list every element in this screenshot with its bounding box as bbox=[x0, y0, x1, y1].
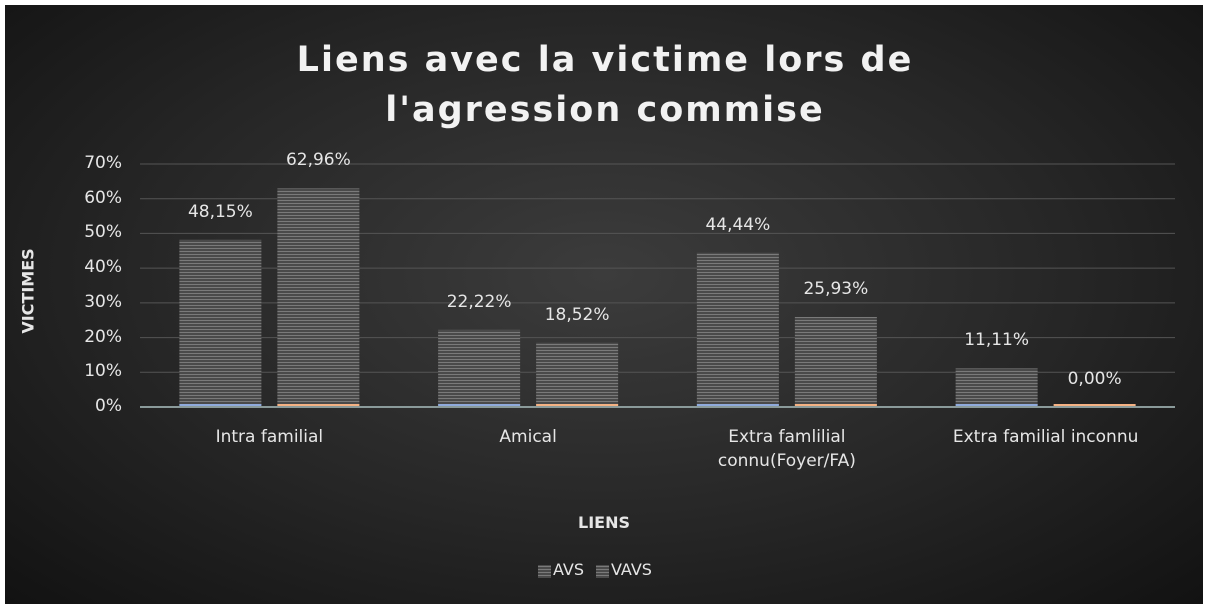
x-tick-label: Extra familial inconnu bbox=[952, 427, 1139, 447]
data-label: 25,93% bbox=[803, 278, 869, 299]
bar-base bbox=[438, 404, 521, 407]
bar-base bbox=[794, 404, 877, 407]
bar-base bbox=[696, 404, 779, 407]
bar-base bbox=[179, 404, 262, 407]
legend-swatch bbox=[596, 565, 609, 578]
y-tick-label: 40% bbox=[84, 257, 122, 278]
bar bbox=[696, 252, 779, 407]
y-tick-label: 0% bbox=[95, 396, 122, 416]
bar-base bbox=[536, 404, 619, 407]
data-label: 48,15% bbox=[187, 201, 253, 222]
legend-label: VAVS bbox=[611, 560, 652, 579]
x-tick-label: Intra familial bbox=[215, 427, 324, 447]
bar bbox=[536, 342, 619, 407]
y-tick-label: 70% bbox=[84, 153, 122, 173]
x-tick-label: Extra famlilial connu(Foyer/FA) bbox=[717, 427, 856, 471]
data-label: 62,96% bbox=[285, 150, 351, 171]
chart: Liens avec la victime lors de l'agressio… bbox=[5, 5, 1203, 604]
y-tick-label: 20% bbox=[84, 326, 122, 347]
bar bbox=[794, 316, 877, 407]
plot bbox=[140, 163, 1175, 578]
bar bbox=[955, 368, 1038, 407]
chart-title: Liens avec la victime lors de l'agressio… bbox=[296, 40, 914, 130]
bar bbox=[179, 239, 262, 407]
x-axis-label: LIENS bbox=[578, 513, 630, 532]
y-tick-label: 30% bbox=[84, 291, 122, 312]
bar-base bbox=[1053, 404, 1136, 407]
bar-base bbox=[277, 404, 360, 407]
data-label: 18,52% bbox=[544, 304, 610, 325]
y-tick-label: 50% bbox=[84, 222, 122, 243]
bar bbox=[438, 329, 521, 407]
bar bbox=[277, 188, 360, 407]
y-axis-label: VICTIMES bbox=[18, 248, 38, 334]
legend-swatch bbox=[538, 565, 551, 578]
legend-label: AVS bbox=[553, 560, 585, 579]
data-label: 44,44% bbox=[705, 214, 771, 235]
data-label: 22,22% bbox=[446, 291, 512, 312]
x-tick-label: Amical bbox=[499, 427, 557, 447]
y-tick-label: 10% bbox=[84, 361, 122, 382]
y-tick-label: 60% bbox=[84, 187, 122, 208]
bar-base bbox=[955, 404, 1038, 407]
data-label: 0,00% bbox=[1067, 369, 1122, 389]
data-label: 11,11% bbox=[964, 330, 1030, 351]
